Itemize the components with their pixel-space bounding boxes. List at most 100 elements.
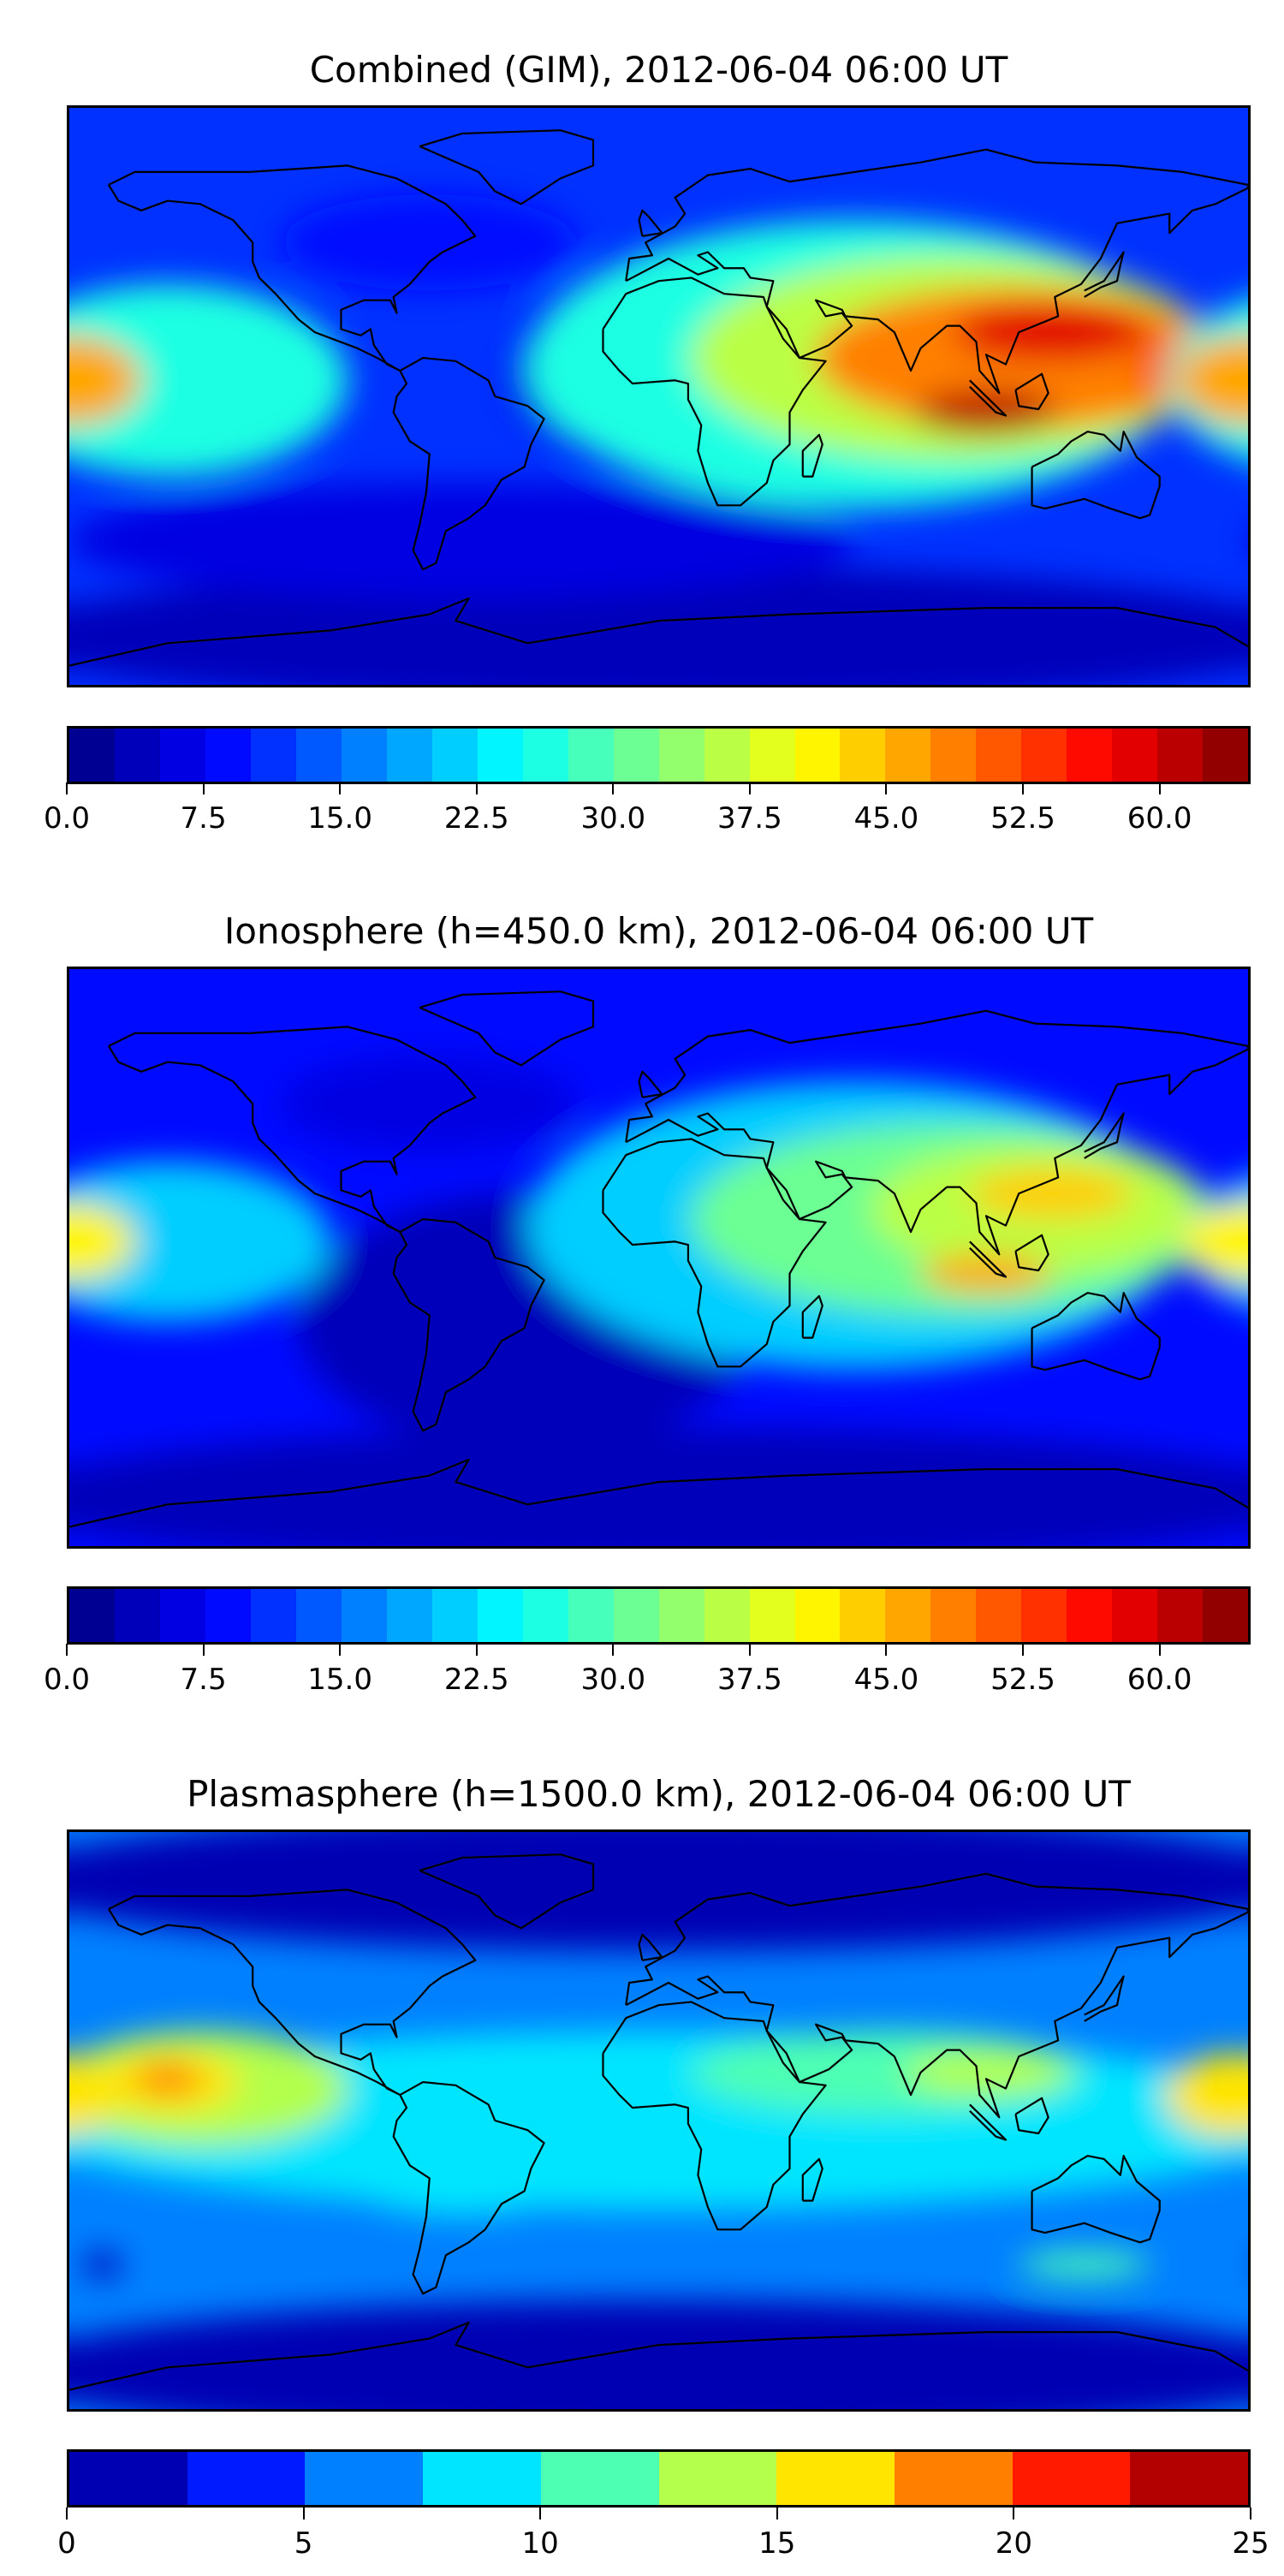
colorbar-segment (704, 1589, 750, 1642)
colorbar-segment (894, 2452, 1013, 2505)
field-contour-region (1175, 335, 1248, 425)
field-contour-region (82, 2252, 122, 2278)
colorbar-segment (1012, 2452, 1131, 2505)
colorbar-tick (202, 1644, 205, 1656)
colorbar-segment (1130, 2452, 1249, 2505)
field-contour-region (134, 2062, 200, 2096)
colorbar-tick (302, 2508, 305, 2519)
colorbar-segment (704, 729, 750, 782)
colorbar-segment (1203, 1589, 1249, 1642)
field-contour-region (69, 483, 855, 598)
coastline (639, 1072, 663, 1098)
colorbar-tick (776, 2508, 778, 2519)
field-contour-region (69, 1427, 1248, 1546)
colorbar-ticks: 0.0 7.5 15.0 22.5 30.0 37.5 45.0 52.5 60.0 (44, 1644, 1251, 1712)
colorbar-tick (66, 1644, 68, 1656)
coastline (970, 2104, 1006, 2139)
colorbar-segment (250, 1589, 296, 1642)
colorbar-tick-label: 5 (294, 2526, 313, 2561)
colorbar-ticks: 0 5 10 15 20 25 (57, 2508, 1269, 2576)
colorbar-tick-label: 20 (995, 2526, 1033, 2561)
colorbar-segment (840, 1589, 886, 1642)
coastline (1015, 1235, 1048, 1270)
colorbar-tick (1250, 2508, 1251, 2519)
coastline (603, 2002, 825, 2229)
colorbar-tick (612, 1644, 615, 1656)
coastline (970, 1241, 1006, 1276)
colorbar-segment (386, 1589, 432, 1642)
colorbar-segment (341, 729, 387, 782)
colorbar-segment (1067, 1589, 1113, 1642)
field-contour-region (69, 605, 135, 668)
tec-map (67, 105, 1251, 687)
colorbar-tick (339, 1644, 342, 1656)
coastline (1015, 2098, 1048, 2133)
field-contour-region (69, 1832, 1248, 1951)
coastline (803, 2159, 823, 2201)
colorbar-segment (749, 729, 795, 782)
colorbar-segment (69, 729, 115, 782)
colorbar-tick-label: 0.0 (43, 801, 91, 836)
colorbar-tick-label: 37.5 (717, 801, 782, 836)
colorbar-tick (612, 782, 615, 794)
coastline (394, 1219, 544, 1431)
colorbar-tick-label: 7.5 (180, 1663, 227, 1697)
field-contour-region (282, 1056, 577, 1152)
colorbar-tick-label: 15.0 (307, 1663, 372, 1697)
colorbar-segment (1021, 1589, 1067, 1642)
colorbar-tick-label: 60.0 (1126, 1663, 1192, 1697)
tec-map (67, 967, 1251, 1549)
field-contour-region (69, 2299, 1248, 2409)
colorbar-segment (295, 729, 342, 782)
colorbar-tick-label: 60.0 (1126, 801, 1192, 836)
colorbar-tick-label: 0 (57, 2526, 76, 2561)
colorbar-tick (1022, 782, 1025, 794)
coastline (1032, 1293, 1160, 1379)
field-contour-region (1182, 2340, 1248, 2401)
coastline (626, 150, 1248, 394)
colorbar-tick-label: 30.0 (580, 801, 646, 836)
field-contour-region (69, 1161, 331, 1322)
colorbar-segment (423, 2452, 541, 2505)
coastline (639, 1935, 663, 1960)
coastline (1085, 253, 1124, 297)
colorbar-segment (1157, 729, 1204, 782)
field-contour-region (1182, 1849, 1248, 1912)
coastline (109, 1889, 475, 2095)
colorbar-segment (658, 2452, 777, 2505)
field-contour-region (282, 194, 577, 291)
colorbar-tick (1158, 1644, 1161, 1656)
coastline (1015, 374, 1048, 409)
coastline (69, 1460, 1248, 1527)
field-contour-region (920, 1254, 1052, 1294)
coastline (603, 1139, 825, 1366)
colorbar-segment (69, 1589, 115, 1642)
colorbar-segment (1203, 729, 1249, 782)
colorbar-segment (794, 1589, 841, 1642)
colorbar-segment (540, 2452, 659, 2505)
colorbar-segment (1112, 1589, 1158, 1642)
coastline (419, 991, 593, 1065)
coastline (1085, 1114, 1124, 1158)
field-contour-region (1019, 2252, 1150, 2278)
colorbar-segment (885, 729, 931, 782)
colorbar-segment (114, 729, 160, 782)
colorbar-segment (386, 729, 432, 782)
colorbar-ticks: 0.0 7.5 15.0 22.5 30.0 37.5 45.0 52.5 60.0 (44, 782, 1251, 851)
colorbar-tick (66, 782, 68, 794)
colorbar-segment (187, 2452, 306, 2505)
colorbar (67, 2449, 1251, 2508)
colorbar-tick (66, 2508, 68, 2519)
tec-map (67, 1829, 1251, 2412)
field-contour-region (904, 2049, 1068, 2096)
colorbar-tick (475, 1644, 478, 1656)
colorbar-segment (205, 729, 251, 782)
field-contour-region (69, 1849, 135, 1912)
colorbar-tick-label: 45.0 (853, 801, 919, 836)
colorbar-tick-label: 15.0 (307, 801, 372, 836)
coastline (1032, 2156, 1160, 2242)
colorbar-segment (114, 1589, 160, 1642)
colorbar (67, 1586, 1251, 1645)
colorbar-segment (568, 729, 614, 782)
map-svg (69, 108, 1248, 685)
